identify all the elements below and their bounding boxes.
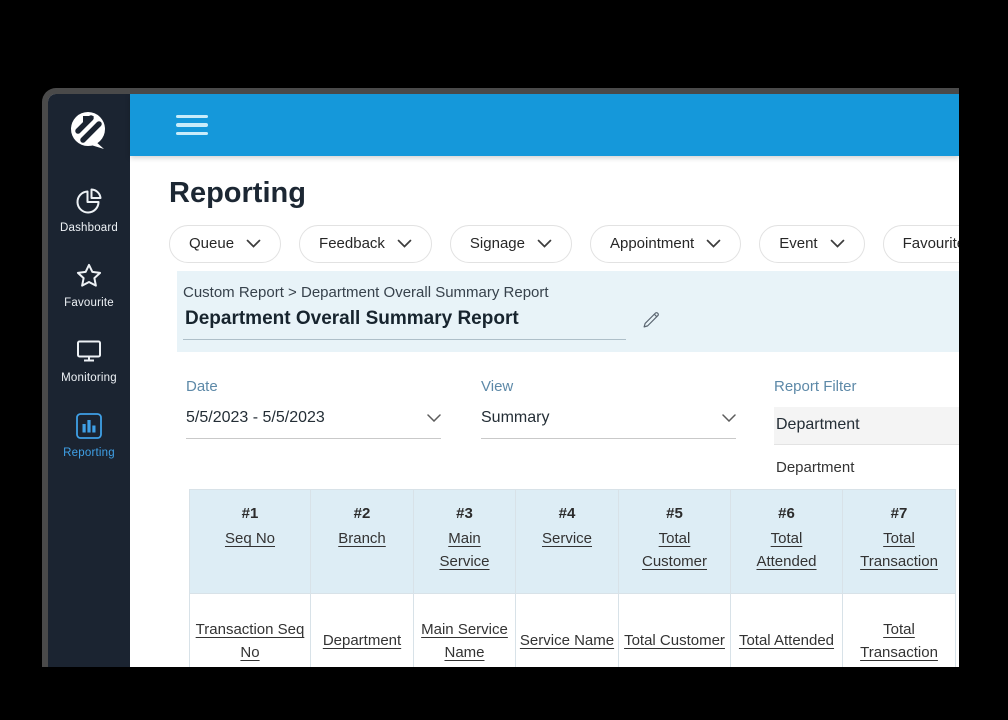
sidebar-item-dashboard[interactable]: Dashboard <box>48 186 130 234</box>
column-number: #5 <box>666 504 683 522</box>
sidebar-item-label: Dashboard <box>59 222 119 234</box>
breadcrumb-separator: > <box>288 283 297 301</box>
column-sort-link[interactable]: Seq No <box>224 529 276 547</box>
chevron-down-icon <box>537 239 552 249</box>
column-sort-link[interactable]: Main Service <box>439 529 490 571</box>
column-field-link[interactable]: Transaction Seq No <box>195 620 305 661</box>
column-sort-link[interactable]: Service <box>541 529 593 547</box>
column-field-link[interactable]: Total Transaction <box>860 620 938 661</box>
chevron-down-icon <box>830 239 845 249</box>
column-seq-no: #1 Seq No <box>189 488 311 594</box>
column-number: #7 <box>890 504 908 522</box>
sidebar-item-reporting[interactable]: Reporting <box>48 411 130 459</box>
column-sort-link[interactable]: Total Attended <box>756 529 817 571</box>
chevron-down-icon <box>427 414 441 422</box>
report-filter-select[interactable]: Department <box>774 406 959 445</box>
topbar <box>130 94 959 156</box>
pie-chart-icon <box>76 188 102 214</box>
chevron-down-icon <box>706 239 721 249</box>
column-sort-link[interactable]: Branch <box>338 529 386 547</box>
sidebar-item-monitoring[interactable]: Monitoring <box>48 336 130 384</box>
category-tabs: Queue Feedback <box>169 224 959 263</box>
tab-label: Appointment <box>609 235 695 253</box>
monitor-icon <box>77 340 101 362</box>
sidebar-item-favourite[interactable]: Favourite <box>48 261 130 309</box>
tab-label: Feedback <box>319 235 385 253</box>
chevron-down-icon <box>397 239 412 249</box>
column-sort-link[interactable]: Total Transaction <box>860 529 938 571</box>
tab-label: Event <box>779 235 818 253</box>
hamburger-menu-icon[interactable] <box>176 114 208 136</box>
view-select[interactable]: Summary <box>481 409 736 439</box>
column-field-link[interactable]: Total Customer <box>624 632 725 650</box>
view-label: View <box>481 377 514 395</box>
tab-event[interactable]: Event <box>759 224 865 263</box>
sidebar: Dashboard Favourite <box>48 94 130 667</box>
app-window: Dashboard Favourite <box>42 88 959 667</box>
column-number: #2 <box>353 504 371 522</box>
star-icon <box>76 263 102 287</box>
sidebar-item-label: Monitoring <box>61 372 117 384</box>
column-number: #1 <box>241 504 259 522</box>
report-filter-option-department[interactable]: Department <box>776 458 855 476</box>
column-field-link[interactable]: Department <box>322 632 402 650</box>
tab-label: Favourite <box>902 235 959 253</box>
column-total-attended: #6 Total Attended <box>730 488 843 594</box>
bar-chart-icon <box>76 413 102 439</box>
report-title: Department Overall Summary Report <box>185 307 519 329</box>
breadcrumb-current: Department Overall Summary Report <box>300 283 549 301</box>
table-header-row: #1 Seq No #2 Branch #3 <box>189 488 956 594</box>
tab-appointment[interactable]: Appointment <box>589 224 742 263</box>
chevron-down-icon <box>246 239 261 249</box>
column-number: #6 <box>778 504 795 522</box>
tab-signage[interactable]: Signage <box>449 224 572 263</box>
report-title-field: Department Overall Summary Report <box>183 308 626 340</box>
column-service: #4 Service <box>515 488 619 594</box>
column-total-customer: #5 Total Customer <box>618 488 731 594</box>
column-field-link[interactable]: Total Attended <box>738 632 835 650</box>
sidebar-item-label: Reporting <box>63 447 115 459</box>
report-table: #1 Seq No #2 Branch #3 <box>189 488 956 667</box>
column-main-service: #3 Main Service <box>413 488 516 594</box>
column-field-link[interactable]: Main Service Name <box>421 620 508 661</box>
date-range-select[interactable]: 5/5/2023 - 5/5/2023 <box>186 409 441 439</box>
tab-feedback[interactable]: Feedback <box>299 224 432 263</box>
report-filter-label: Report Filter <box>774 377 857 395</box>
tab-favourite[interactable]: Favourite <box>882 224 959 263</box>
column-branch: #2 Branch <box>310 488 414 594</box>
sidebar-item-label: Favourite <box>64 297 114 309</box>
page-title: Reporting <box>169 177 306 209</box>
filters-row: Date 5/5/2023 - 5/5/2023 View Summary <box>186 378 959 476</box>
sidebar-nav: Dashboard Favourite <box>48 186 130 486</box>
column-field-link[interactable]: Service Name <box>519 632 615 650</box>
date-range-value: 5/5/2023 - 5/5/2023 <box>186 408 325 426</box>
column-sort-link[interactable]: Total Customer <box>641 529 708 571</box>
column-number: #3 <box>456 504 473 522</box>
report-header-band: Custom Report > Department Overall Summa… <box>177 270 959 352</box>
brand-logo-icon[interactable] <box>66 108 112 154</box>
column-number: #4 <box>558 504 576 522</box>
view-value: Summary <box>481 408 550 426</box>
tab-label: Queue <box>189 235 235 253</box>
tab-queue[interactable]: Queue <box>169 224 282 263</box>
tab-label: Signage <box>469 235 525 253</box>
column-total-transaction: #7 Total Transaction <box>842 488 956 594</box>
content-area: Reporting Queue Feedback <box>130 156 959 667</box>
breadcrumb: Custom Report > Department Overall Summa… <box>183 284 959 301</box>
edit-report-name-icon[interactable] <box>640 309 662 331</box>
date-label: Date <box>186 377 218 395</box>
table-field-row: Transaction Seq No Department Main Servi… <box>189 592 956 667</box>
breadcrumb-custom-report-link[interactable]: Custom Report <box>183 283 284 301</box>
main-area: Reporting Queue Feedback <box>130 94 959 667</box>
chevron-down-icon <box>722 414 736 422</box>
